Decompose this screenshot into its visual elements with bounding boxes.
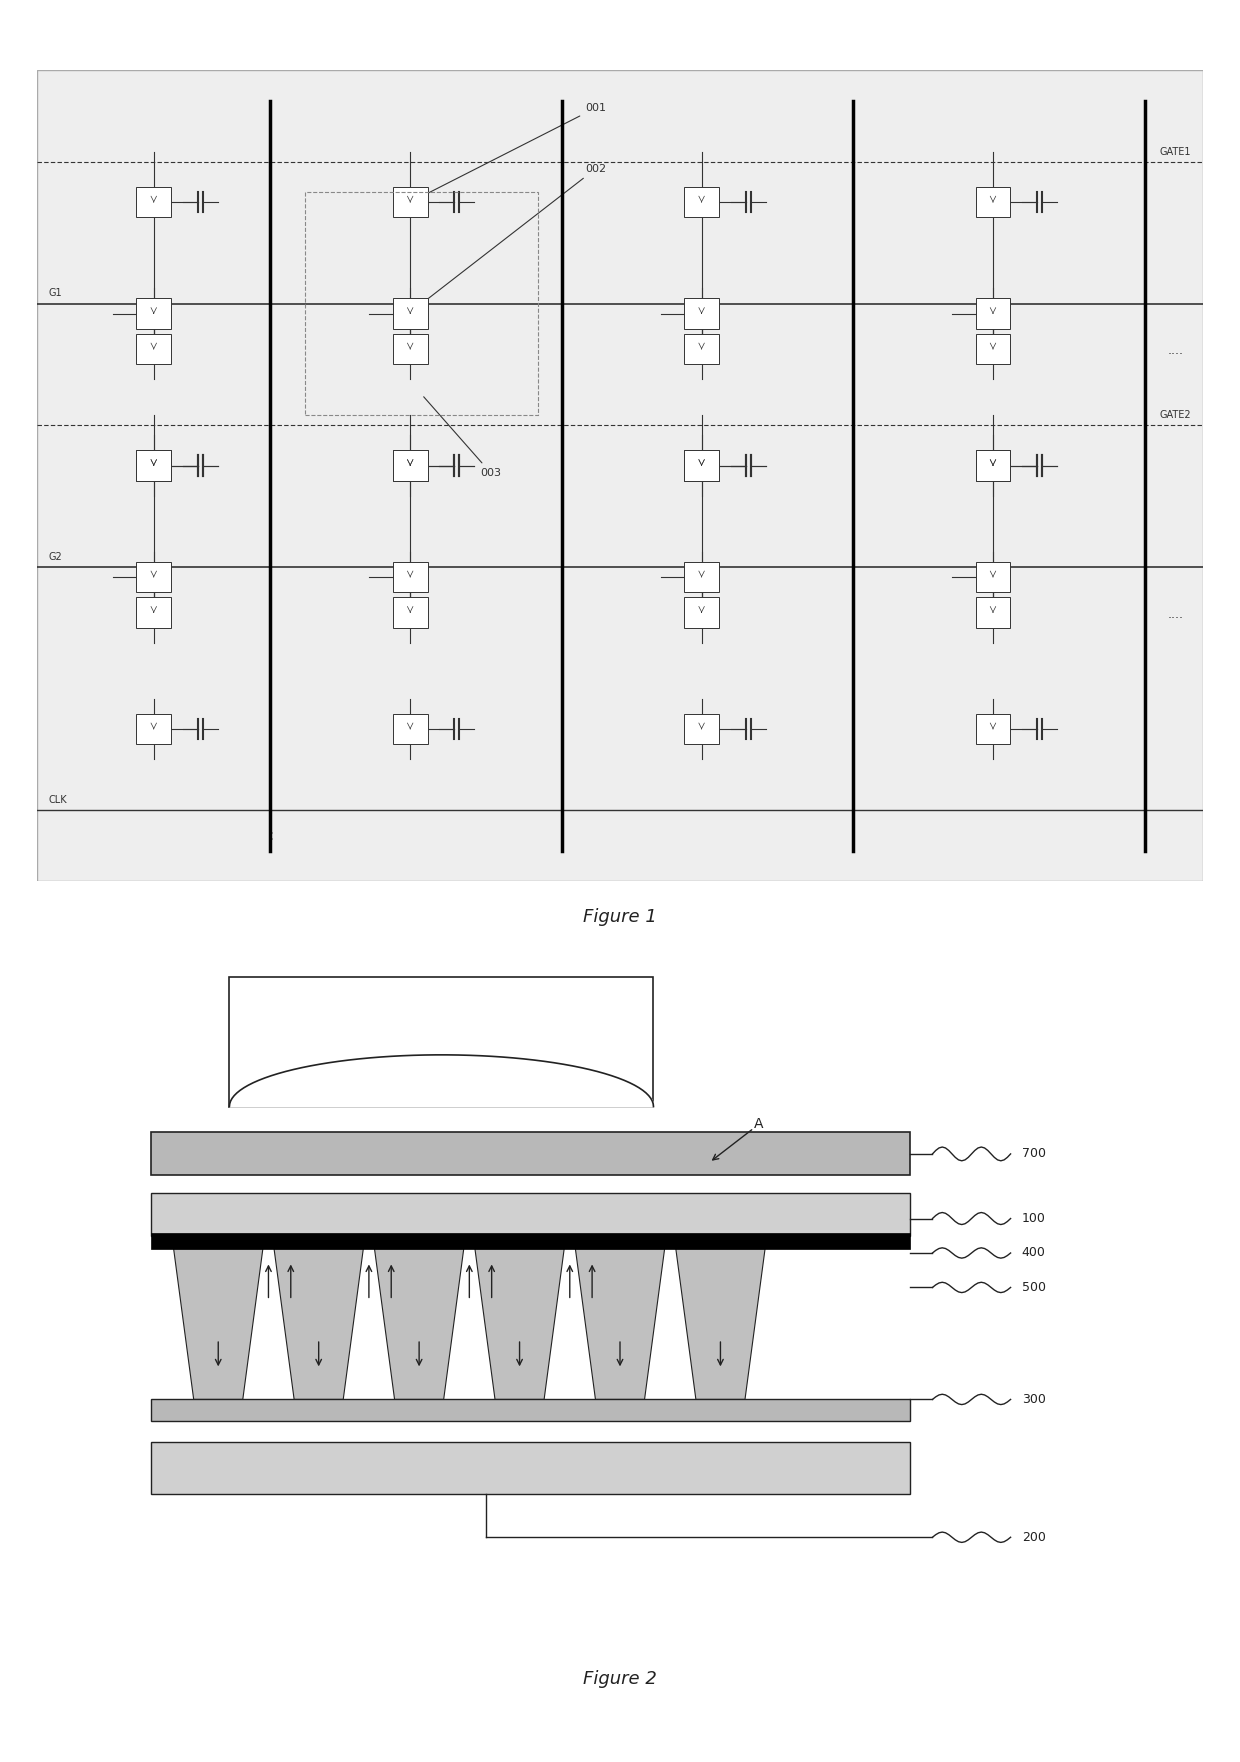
Bar <box>976 298 1011 329</box>
Text: 400: 400 <box>1022 1246 1045 1260</box>
Bar <box>136 187 171 217</box>
Text: 100: 100 <box>1022 1212 1045 1225</box>
Text: ....: .... <box>1168 344 1184 358</box>
Text: 500: 500 <box>1022 1281 1045 1293</box>
Bar <box>393 451 428 481</box>
Bar <box>976 562 1011 592</box>
Bar <box>684 714 719 744</box>
Text: 003: 003 <box>424 396 501 478</box>
Bar <box>136 451 171 481</box>
Bar <box>393 714 428 744</box>
Text: :: : <box>851 828 856 844</box>
Polygon shape <box>475 1249 564 1399</box>
Bar <box>976 597 1011 627</box>
Bar <box>684 298 719 329</box>
Text: 001: 001 <box>413 102 606 201</box>
Bar <box>393 187 428 217</box>
Bar <box>684 187 719 217</box>
Text: GATE1: GATE1 <box>1159 146 1192 157</box>
Polygon shape <box>174 1249 263 1399</box>
Bar <box>976 451 1011 481</box>
Text: G2: G2 <box>48 552 62 562</box>
Bar <box>136 335 171 365</box>
Polygon shape <box>274 1249 363 1399</box>
Bar <box>136 562 171 592</box>
Bar <box>393 597 428 627</box>
Text: GATE2: GATE2 <box>1159 411 1192 419</box>
Bar <box>393 335 428 365</box>
Text: ....: .... <box>1168 608 1184 620</box>
Bar <box>136 451 171 481</box>
Bar <box>305 192 538 416</box>
Bar <box>393 451 428 481</box>
Text: Figure 1: Figure 1 <box>583 907 657 925</box>
Polygon shape <box>374 1249 464 1399</box>
Bar <box>684 335 719 365</box>
Bar <box>976 187 1011 217</box>
Bar <box>393 562 428 592</box>
Text: :: : <box>268 828 273 844</box>
Bar <box>136 298 171 329</box>
Bar <box>151 1233 910 1249</box>
Text: G1: G1 <box>48 289 62 298</box>
Text: 002: 002 <box>424 164 606 301</box>
Text: 200: 200 <box>1022 1531 1045 1544</box>
Bar <box>684 451 719 481</box>
Bar <box>684 597 719 627</box>
Bar <box>151 1133 910 1175</box>
Text: CLK: CLK <box>48 795 67 805</box>
Bar <box>976 451 1011 481</box>
Text: 700: 700 <box>1022 1147 1045 1161</box>
Text: Figure 2: Figure 2 <box>583 1670 657 1688</box>
Polygon shape <box>575 1249 665 1399</box>
Bar <box>151 1399 910 1420</box>
Text: :: : <box>559 828 564 844</box>
Bar <box>393 298 428 329</box>
Text: A: A <box>754 1117 764 1131</box>
Bar <box>976 714 1011 744</box>
Polygon shape <box>676 1249 765 1399</box>
Bar <box>976 335 1011 365</box>
Bar <box>684 451 719 481</box>
Bar <box>151 1193 910 1235</box>
Bar <box>136 714 171 744</box>
Bar <box>229 978 653 1107</box>
Bar <box>151 1443 910 1494</box>
Bar <box>136 597 171 627</box>
Bar <box>684 562 719 592</box>
Text: 300: 300 <box>1022 1394 1045 1406</box>
